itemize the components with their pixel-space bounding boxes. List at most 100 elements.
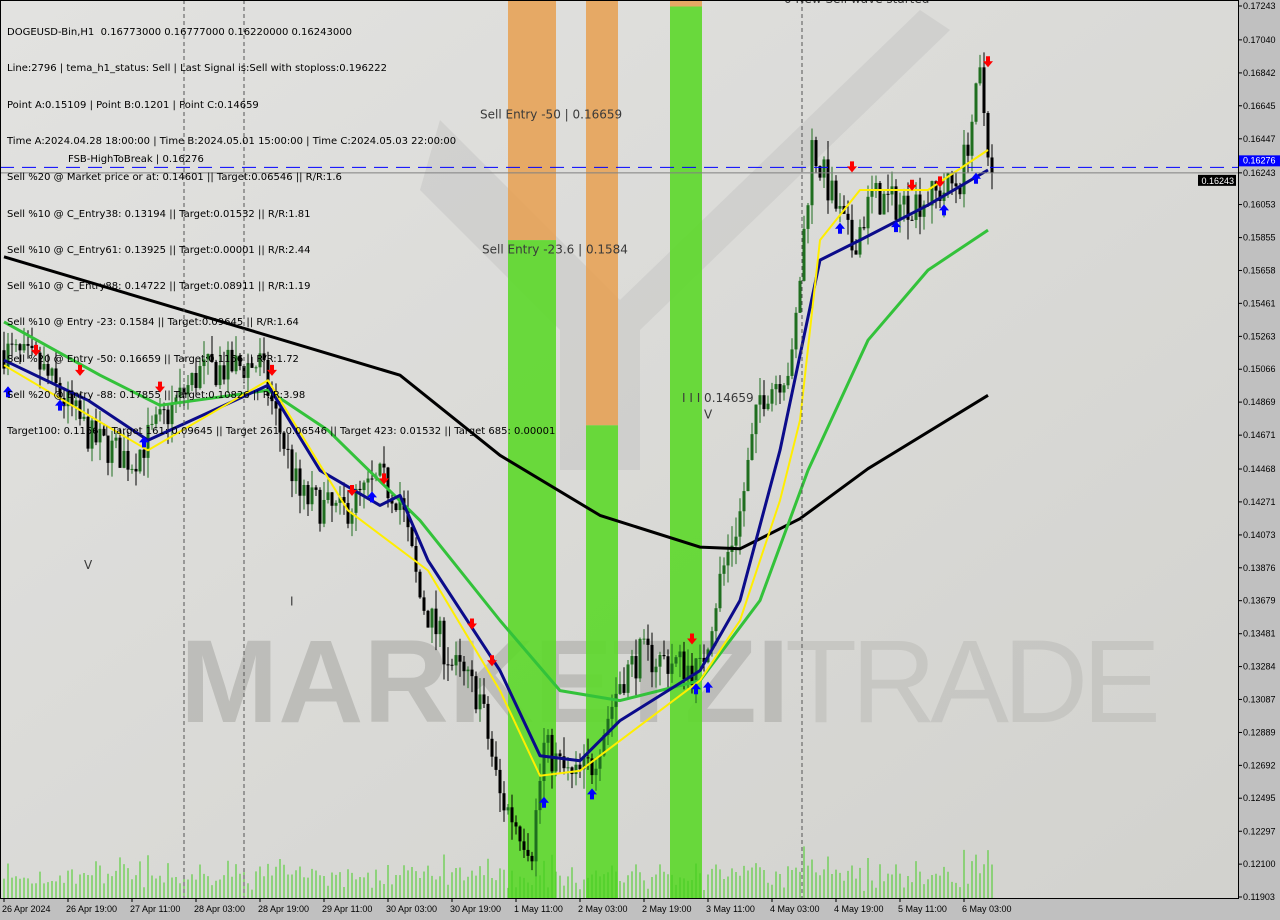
candle-body [522, 841, 526, 850]
candle-body [186, 385, 190, 395]
candle-body [970, 121, 974, 156]
moving-average-line [3, 255, 989, 551]
candle-body [158, 409, 162, 415]
sell-arrow-icon [379, 473, 389, 485]
candle-body [10, 343, 14, 345]
candle-body [226, 349, 230, 380]
candle-body [850, 219, 854, 251]
buy-arrow-icon [3, 386, 13, 398]
y-tick-label: 0.17243 [1243, 1, 1276, 11]
candle-body [774, 384, 778, 390]
candle-body [406, 509, 410, 528]
candle-body [450, 664, 454, 666]
candle-body [42, 364, 46, 370]
candle-body [290, 449, 294, 482]
x-tick-label: 6 May 03:00 [962, 904, 1012, 914]
candle-body [66, 390, 70, 407]
candle-body [770, 389, 774, 404]
price-level-label: 0.16276 [1243, 155, 1276, 165]
candle-body [134, 468, 138, 472]
candle-body [830, 180, 834, 201]
candle-body [602, 734, 606, 756]
buy-arrow-icon [55, 399, 65, 411]
symbol-ohlc-line: DOGEUSD-Bin,H1 0.16773000 0.16777000 0.1… [7, 27, 352, 39]
plot-frame [0, 0, 1239, 899]
y-tick-label: 0.15066 [1243, 364, 1276, 374]
moving-average-line [3, 149, 989, 777]
candle-body [894, 186, 898, 220]
candle-body [698, 657, 702, 659]
candle-body [54, 368, 58, 383]
candle-body [982, 67, 986, 114]
info-line: Target100: 0.1156 || Target 161: 0.09645… [7, 426, 556, 438]
buy-arrow-icon [939, 204, 949, 216]
candle-body [234, 355, 238, 372]
candle-body [530, 855, 534, 862]
candle-body [598, 755, 602, 769]
candle-body [378, 463, 382, 476]
candle-body [86, 416, 90, 449]
candle-body [526, 849, 530, 856]
candle-body [782, 385, 786, 393]
info-line: Sell %20 @ Market price or at: 0.14601 |… [7, 172, 342, 184]
candle-body [154, 414, 158, 424]
price-level-label: 0.16243 [1201, 176, 1234, 186]
candle-body [302, 485, 306, 496]
x-tick-label: 5 May 11:00 [898, 904, 947, 914]
candle-body [62, 397, 66, 407]
candle-body [898, 204, 902, 220]
candle-body [110, 440, 114, 463]
buy-arrow-icon [367, 491, 377, 503]
candle-body [714, 608, 718, 632]
candle-body [886, 193, 890, 195]
candle-body [866, 196, 870, 229]
sell-arrow-icon [907, 179, 917, 191]
chart-annotation: Sell Entry -23.6 | 0.1584 [482, 242, 628, 256]
candle-body [114, 437, 118, 441]
candle-body [362, 482, 366, 491]
x-tick-label: 27 Apr 11:00 [130, 904, 180, 914]
candle-body [82, 416, 86, 419]
candle-body [58, 382, 62, 398]
x-tick-label: 3 May 11:00 [706, 904, 755, 914]
candle-body [642, 638, 646, 640]
sell-arrow-icon [687, 633, 697, 645]
candle-body [582, 757, 586, 770]
candle-body [954, 183, 958, 187]
candle-body [106, 435, 110, 463]
candle-body [474, 676, 478, 710]
chart-annotation: Sell Entry -50 | 0.16659 [480, 107, 622, 121]
candle-body [518, 826, 522, 842]
candle-body [458, 655, 462, 662]
candle-body [478, 694, 482, 710]
candle-body [218, 365, 222, 386]
candle-body [738, 511, 742, 537]
buy-arrow-icon [891, 221, 901, 233]
candle-body [790, 349, 794, 376]
candle-body [366, 478, 370, 483]
candle-body [70, 390, 74, 407]
candle-body [798, 280, 802, 313]
candle-body [270, 395, 274, 402]
candle-body [742, 491, 746, 512]
candle-body [590, 758, 594, 776]
candle-body [622, 684, 626, 693]
candle-body [818, 166, 822, 178]
candle-body [546, 734, 550, 743]
candle-body [230, 349, 234, 372]
candle-body [202, 359, 206, 367]
candle-body [634, 656, 638, 679]
candle-body [486, 703, 490, 739]
candle-body [350, 512, 354, 524]
candle-body [682, 651, 686, 680]
candle-body [722, 565, 726, 574]
info-line: Sell %20 @ Entry -50: 0.16659 || Target:… [7, 353, 299, 365]
y-tick-label: 0.16842 [1243, 68, 1276, 78]
candle-body [418, 571, 422, 598]
candle-body [470, 669, 474, 677]
candle-body [178, 387, 182, 398]
candle-body [594, 768, 598, 776]
